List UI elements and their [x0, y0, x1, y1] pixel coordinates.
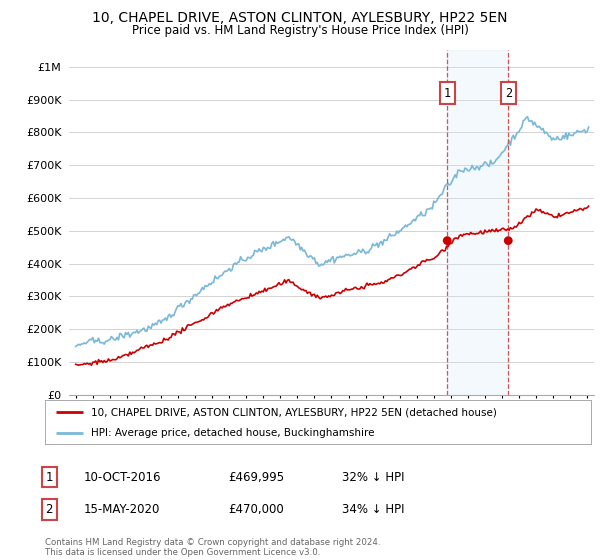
Text: 34% ↓ HPI: 34% ↓ HPI — [342, 503, 404, 516]
Text: 2: 2 — [505, 87, 512, 100]
Point — [442, 236, 452, 245]
Text: Contains HM Land Registry data © Crown copyright and database right 2024.
This d: Contains HM Land Registry data © Crown c… — [45, 538, 380, 557]
Text: 1: 1 — [443, 87, 451, 100]
Text: 15-MAY-2020: 15-MAY-2020 — [84, 503, 160, 516]
Text: HPI: Average price, detached house, Buckinghamshire: HPI: Average price, detached house, Buck… — [91, 428, 375, 437]
Text: 32% ↓ HPI: 32% ↓ HPI — [342, 470, 404, 484]
Text: 2: 2 — [46, 503, 53, 516]
Text: 1: 1 — [46, 470, 53, 484]
Text: 10, CHAPEL DRIVE, ASTON CLINTON, AYLESBURY, HP22 5EN (detached house): 10, CHAPEL DRIVE, ASTON CLINTON, AYLESBU… — [91, 407, 497, 417]
Text: £470,000: £470,000 — [228, 503, 284, 516]
Text: 10-OCT-2016: 10-OCT-2016 — [84, 470, 161, 484]
Bar — [447, 50, 508, 395]
Text: £469,995: £469,995 — [228, 470, 284, 484]
Text: 10, CHAPEL DRIVE, ASTON CLINTON, AYLESBURY, HP22 5EN: 10, CHAPEL DRIVE, ASTON CLINTON, AYLESBU… — [92, 11, 508, 25]
Point — [503, 236, 513, 245]
Text: Price paid vs. HM Land Registry's House Price Index (HPI): Price paid vs. HM Land Registry's House … — [131, 24, 469, 36]
